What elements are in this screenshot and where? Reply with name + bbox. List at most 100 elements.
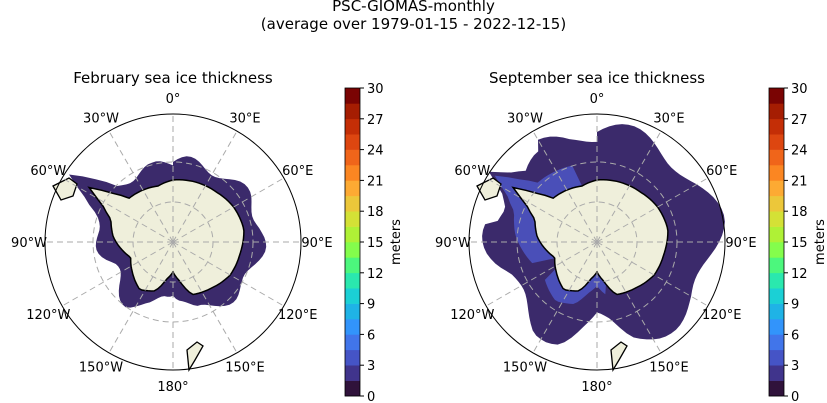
longitude-gridline bbox=[596, 241, 662, 354]
colorbar-tick-label: 9 bbox=[367, 298, 375, 313]
longitude-gridline bbox=[108, 241, 174, 354]
figure-title: PSC-GIOMAS-monthly (average over 1979-01… bbox=[0, 0, 827, 33]
colorbar-level bbox=[769, 195, 784, 212]
longitude-label: 120°E bbox=[278, 308, 318, 323]
colorbar-tick-label: 24 bbox=[367, 144, 384, 159]
colorbar-level bbox=[345, 118, 360, 135]
colorbar-level bbox=[345, 165, 360, 181]
longitude-gridline bbox=[532, 130, 598, 243]
polar-map-september: 0° 30°E 60°E 90°E 120°E 150°E 180° 150°W 120°W 90… bbox=[435, 92, 757, 395]
longitude-label: 150°W bbox=[79, 361, 123, 376]
colorbar-level bbox=[769, 149, 784, 166]
colorbar-tick-label: 27 bbox=[367, 113, 384, 128]
colorbar-level bbox=[769, 257, 784, 274]
colorbar-level bbox=[345, 242, 360, 258]
longitude-label: 30°E bbox=[229, 111, 260, 126]
new-zealand-land bbox=[610, 341, 628, 373]
colorbar: 0 3 6 9 12 15 18 21 24 27 30 bbox=[344, 82, 384, 403]
longitude-gridline bbox=[108, 130, 174, 243]
colorbar-level bbox=[345, 334, 360, 351]
longitude-label: 30°W bbox=[83, 111, 119, 126]
longitude-label: 0° bbox=[166, 92, 181, 107]
longitude-gridline bbox=[172, 241, 285, 307]
longitude-label: 150°E bbox=[225, 361, 265, 376]
colorbar-tick-label: 15 bbox=[367, 236, 384, 251]
colorbar-tick-label: 15 bbox=[791, 236, 808, 251]
colorbar-level bbox=[345, 380, 360, 397]
longitude-gridline bbox=[485, 177, 598, 243]
colorbar-tick-label: 9 bbox=[791, 298, 799, 313]
colorbar-tick-label: 0 bbox=[791, 390, 799, 403]
longitude-label: 120°E bbox=[702, 308, 742, 323]
colorbar-level bbox=[769, 134, 784, 150]
longitude-label: 60°W bbox=[454, 164, 490, 179]
longitude-label: 150°W bbox=[503, 361, 547, 376]
colorbar-level bbox=[769, 319, 784, 335]
colorbar-tick-label: 3 bbox=[791, 359, 799, 374]
colorbar-level bbox=[345, 288, 360, 304]
new-zealand-land bbox=[186, 341, 204, 373]
longitude-gridline bbox=[61, 177, 174, 243]
colorbar-tick-label: 27 bbox=[791, 113, 808, 128]
figure-title-line2: (average over 1979-01-15 - 2022-12-15) bbox=[260, 15, 567, 33]
colorbar-tick-label: 21 bbox=[791, 174, 808, 189]
longitude-label: 30°E bbox=[653, 111, 684, 126]
longitude-label: 60°E bbox=[282, 164, 313, 179]
colorbar-level bbox=[345, 134, 360, 150]
colorbar-level bbox=[769, 242, 784, 258]
longitude-gridline bbox=[61, 241, 174, 307]
colorbar-level bbox=[345, 319, 360, 335]
colorbar-level bbox=[769, 88, 784, 104]
colorbar-level bbox=[769, 334, 784, 351]
longitude-gridline bbox=[485, 241, 598, 307]
colorbar-level bbox=[769, 103, 784, 120]
longitude-label: 0° bbox=[590, 92, 605, 107]
colorbar-level bbox=[345, 303, 360, 320]
longitude-label: 120°W bbox=[26, 308, 70, 323]
map-boundary bbox=[468, 113, 726, 371]
colorbar-tick-label: 3 bbox=[367, 359, 375, 374]
colorbar-level bbox=[769, 349, 784, 366]
colorbar-level bbox=[769, 226, 784, 243]
colorbar-label-right: meters bbox=[813, 219, 827, 265]
longitude-gridline bbox=[596, 177, 709, 243]
map-title-february: February sea ice thickness bbox=[73, 69, 273, 87]
colorbar-tick-label: 6 bbox=[367, 328, 375, 343]
colorbar-tick-label: 0 bbox=[367, 390, 375, 403]
colorbar-level bbox=[345, 226, 360, 243]
colorbar-level bbox=[769, 272, 784, 289]
colorbar-level bbox=[769, 165, 784, 181]
colorbar-level bbox=[769, 118, 784, 135]
colorbar: 0 3 6 9 12 15 18 21 24 27 30 bbox=[768, 82, 808, 403]
colorbar-tick-label: 21 bbox=[367, 174, 384, 189]
longitude-label: 90°W bbox=[435, 236, 471, 251]
longitude-label: 60°E bbox=[706, 164, 737, 179]
longitude-gridline bbox=[172, 177, 285, 243]
colorbar-level bbox=[345, 365, 360, 381]
map-title-september: September sea ice thickness bbox=[489, 69, 705, 87]
longitude-label: 180° bbox=[581, 380, 612, 395]
colorbar-level bbox=[345, 272, 360, 289]
colorbar-tick-label: 18 bbox=[791, 205, 808, 220]
colorbar-level bbox=[769, 211, 784, 227]
polar-map-february: 0° 30°E 60°E 90°E 120°E 150°E 180° 150°W 120°W 90… bbox=[11, 92, 333, 395]
longitude-label: 90°E bbox=[725, 236, 756, 251]
colorbar-tick-label: 18 bbox=[367, 205, 384, 220]
longitude-label: 90°W bbox=[11, 236, 47, 251]
colorbar-level bbox=[345, 149, 360, 166]
colorbar-tick-label: 12 bbox=[791, 267, 808, 282]
colorbar-level bbox=[345, 211, 360, 227]
colorbar-level bbox=[769, 303, 784, 320]
longitude-gridline bbox=[532, 241, 598, 354]
colorbar-level bbox=[769, 180, 784, 197]
longitude-label: 90°E bbox=[301, 236, 332, 251]
colorbar-level bbox=[769, 288, 784, 304]
longitude-label: 180° bbox=[157, 380, 188, 395]
colorbar-level bbox=[345, 195, 360, 212]
longitude-gridline bbox=[172, 241, 238, 354]
colorbar-level bbox=[345, 257, 360, 274]
longitude-label: 30°W bbox=[507, 111, 543, 126]
longitude-gridline bbox=[596, 241, 709, 307]
longitude-label: 120°W bbox=[450, 308, 494, 323]
